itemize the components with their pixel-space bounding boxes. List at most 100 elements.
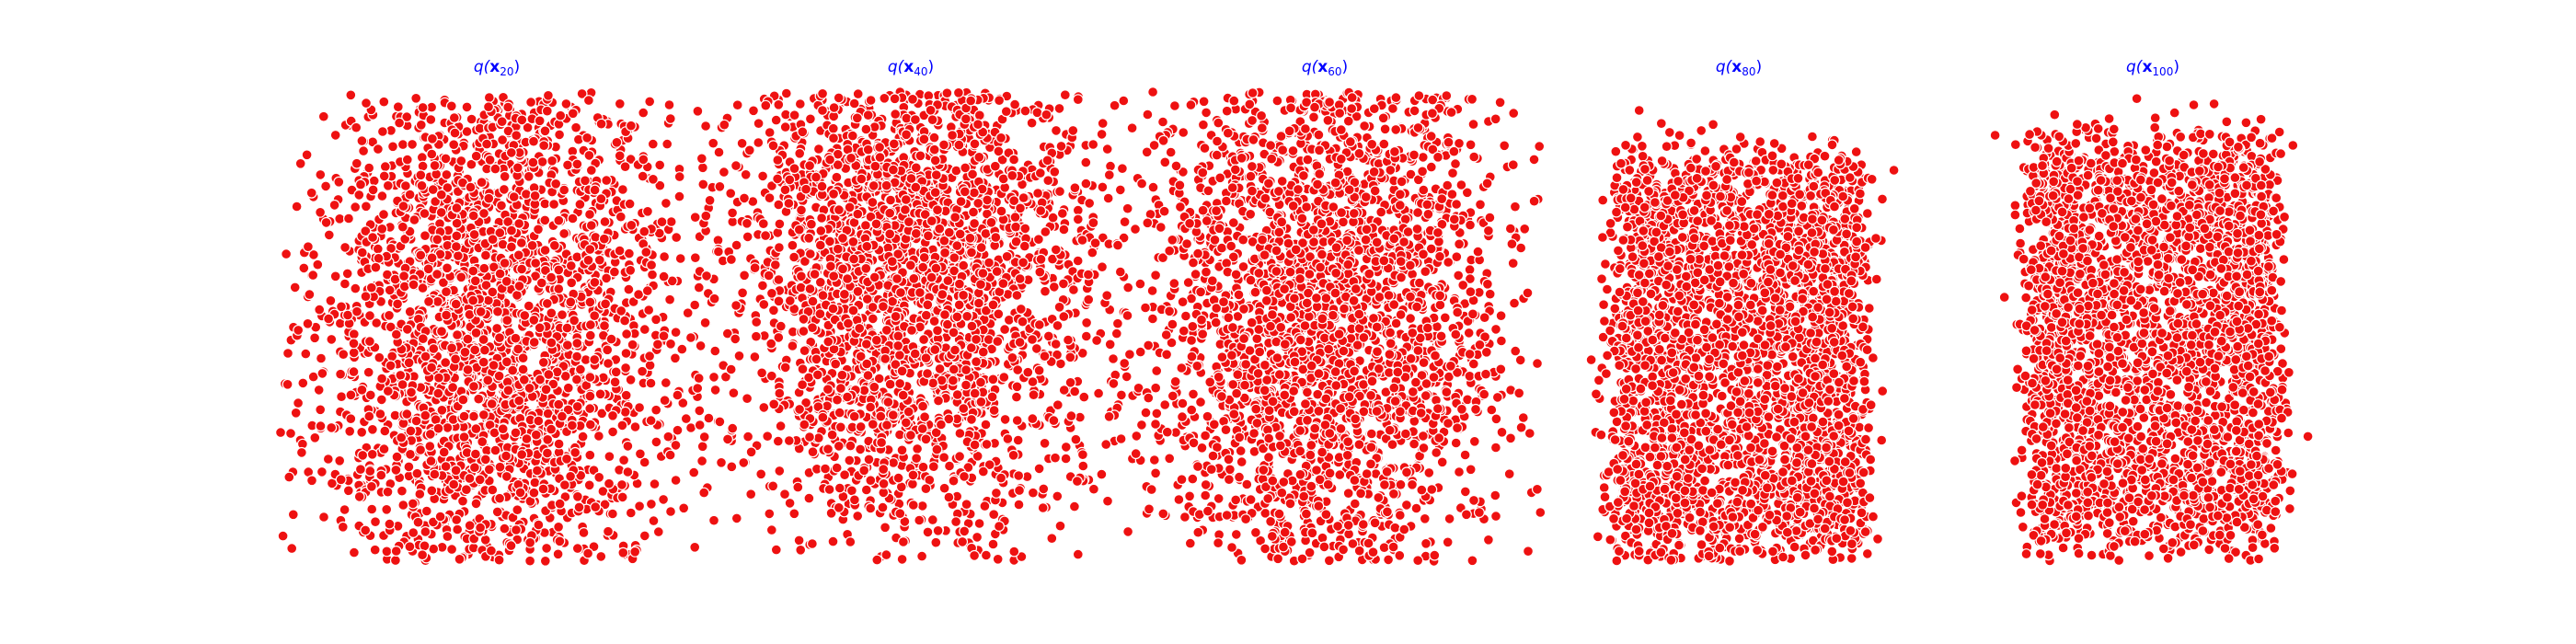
scatter-point [714, 180, 726, 192]
scatter-point [839, 469, 851, 481]
scatter-point [566, 277, 578, 289]
scatter-point [425, 113, 437, 125]
scatter-point [500, 450, 512, 462]
scatter-point [532, 224, 544, 236]
scatter-point [481, 138, 493, 150]
scatter-point [334, 454, 346, 466]
scatter-point [424, 441, 436, 453]
scatter-point [565, 259, 577, 271]
scatter-point [356, 384, 368, 396]
scatter-point [406, 386, 418, 398]
scatter-point [342, 309, 354, 321]
scatter-point [348, 347, 360, 359]
scatter-point [826, 429, 838, 441]
scatter-point [448, 111, 460, 123]
scatter-point [397, 201, 409, 213]
scatter-point [542, 433, 554, 445]
scatter-point [494, 461, 506, 473]
scatter-point [737, 287, 749, 299]
scatter-point [283, 471, 295, 483]
scatter-point [581, 132, 593, 144]
scatter-point [911, 453, 923, 465]
scatter-point [1000, 106, 1012, 118]
scatter-point [531, 465, 543, 477]
scatter-point [726, 461, 738, 473]
scatter-point [670, 439, 682, 451]
scatter-point [585, 165, 597, 177]
scatter-point [415, 249, 427, 261]
scatter-point [951, 240, 963, 252]
scatter-point [890, 109, 902, 121]
scatter-point [1009, 98, 1021, 110]
scatter-point [645, 415, 657, 427]
scatter-point [688, 466, 700, 478]
scatter-point [459, 346, 471, 358]
scatter-point [375, 394, 387, 406]
scatter-point [921, 368, 933, 380]
scatter-point [489, 163, 501, 175]
scatter-point [316, 367, 328, 379]
scatter-point [888, 457, 900, 469]
scatter-point [333, 176, 345, 188]
scatter-point [977, 346, 989, 358]
scatter-point [1101, 290, 1113, 302]
scatter-point [930, 536, 942, 548]
scatter-point [920, 352, 932, 364]
scatter-point [482, 374, 494, 386]
scatter-point [277, 530, 289, 542]
scatter-point [528, 337, 540, 349]
scatter-point [993, 308, 1005, 320]
scatter-point [753, 137, 765, 149]
scatter-point [494, 268, 506, 280]
scatter-point [695, 339, 707, 351]
scatter-point [973, 151, 985, 163]
scatter-point [880, 522, 891, 534]
scatter-point [391, 451, 403, 463]
scatter-point [646, 269, 658, 281]
scatter-point [339, 503, 351, 515]
scatter-point [524, 555, 536, 567]
scatter-point [795, 544, 807, 556]
scatter-point [908, 272, 920, 284]
scatter-point [651, 339, 663, 351]
scatter-point [1017, 316, 1029, 328]
scatter-point [1058, 311, 1070, 323]
scatter-point [397, 499, 409, 511]
scatter-point [315, 420, 327, 432]
scatter-point [1019, 105, 1031, 117]
scatter-point [464, 520, 476, 532]
scatter-point [574, 363, 586, 375]
scatter-point [448, 139, 460, 151]
scatter-point [641, 285, 653, 297]
scatter-point [584, 319, 596, 331]
scatter-point [305, 187, 317, 199]
scatter-point [540, 384, 552, 396]
scatter-point [665, 216, 677, 228]
scatter-point [640, 247, 652, 259]
scatter-point [336, 391, 348, 403]
scatter-point [1068, 500, 1080, 512]
scatter-point [414, 488, 426, 500]
scatter-point [417, 282, 429, 294]
scatter-point [553, 521, 565, 533]
scatter-point [991, 266, 1003, 278]
scatter-point [484, 154, 496, 166]
scatter-point [758, 298, 770, 310]
scatter-point [993, 145, 1005, 157]
scatter-point [1008, 154, 1020, 166]
scatter-point [405, 448, 417, 460]
scatter-point [450, 241, 462, 253]
scatter-point [987, 538, 999, 550]
scatter-point [954, 228, 966, 240]
scatter-point [1039, 285, 1051, 297]
scatter-point [384, 518, 396, 530]
scatter-point [797, 363, 809, 375]
scatter-point [482, 101, 494, 113]
scatter-point [478, 344, 490, 356]
scatter-point [313, 384, 325, 396]
scatter-point [505, 540, 517, 552]
scatter-point [417, 549, 429, 561]
scatter-point [510, 427, 522, 439]
scatter-point [358, 145, 370, 157]
scatter-point [795, 204, 807, 216]
